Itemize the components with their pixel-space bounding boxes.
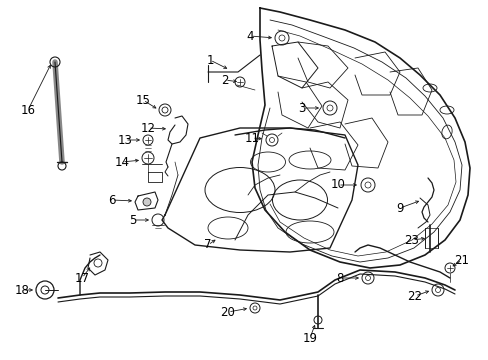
Text: 16: 16 (20, 104, 36, 117)
Text: 8: 8 (336, 271, 343, 284)
Text: 19: 19 (302, 332, 317, 345)
Text: 9: 9 (395, 202, 403, 215)
Text: 23: 23 (404, 234, 419, 247)
Text: 22: 22 (407, 289, 422, 302)
Text: 17: 17 (74, 271, 89, 284)
Text: 18: 18 (15, 284, 29, 297)
Text: 11: 11 (244, 131, 259, 144)
Text: 7: 7 (204, 238, 211, 252)
Text: 21: 21 (453, 253, 468, 266)
Text: 1: 1 (206, 54, 213, 67)
Text: 6: 6 (108, 194, 116, 207)
Text: 3: 3 (298, 102, 305, 114)
Text: 12: 12 (140, 122, 155, 135)
Text: 5: 5 (129, 213, 137, 226)
Text: 15: 15 (135, 94, 150, 107)
Text: 10: 10 (330, 179, 345, 192)
Text: 13: 13 (117, 134, 132, 147)
Text: 2: 2 (221, 73, 228, 86)
Text: 4: 4 (246, 30, 253, 42)
Text: 20: 20 (220, 306, 235, 319)
Text: 14: 14 (114, 156, 129, 168)
Circle shape (142, 198, 151, 206)
